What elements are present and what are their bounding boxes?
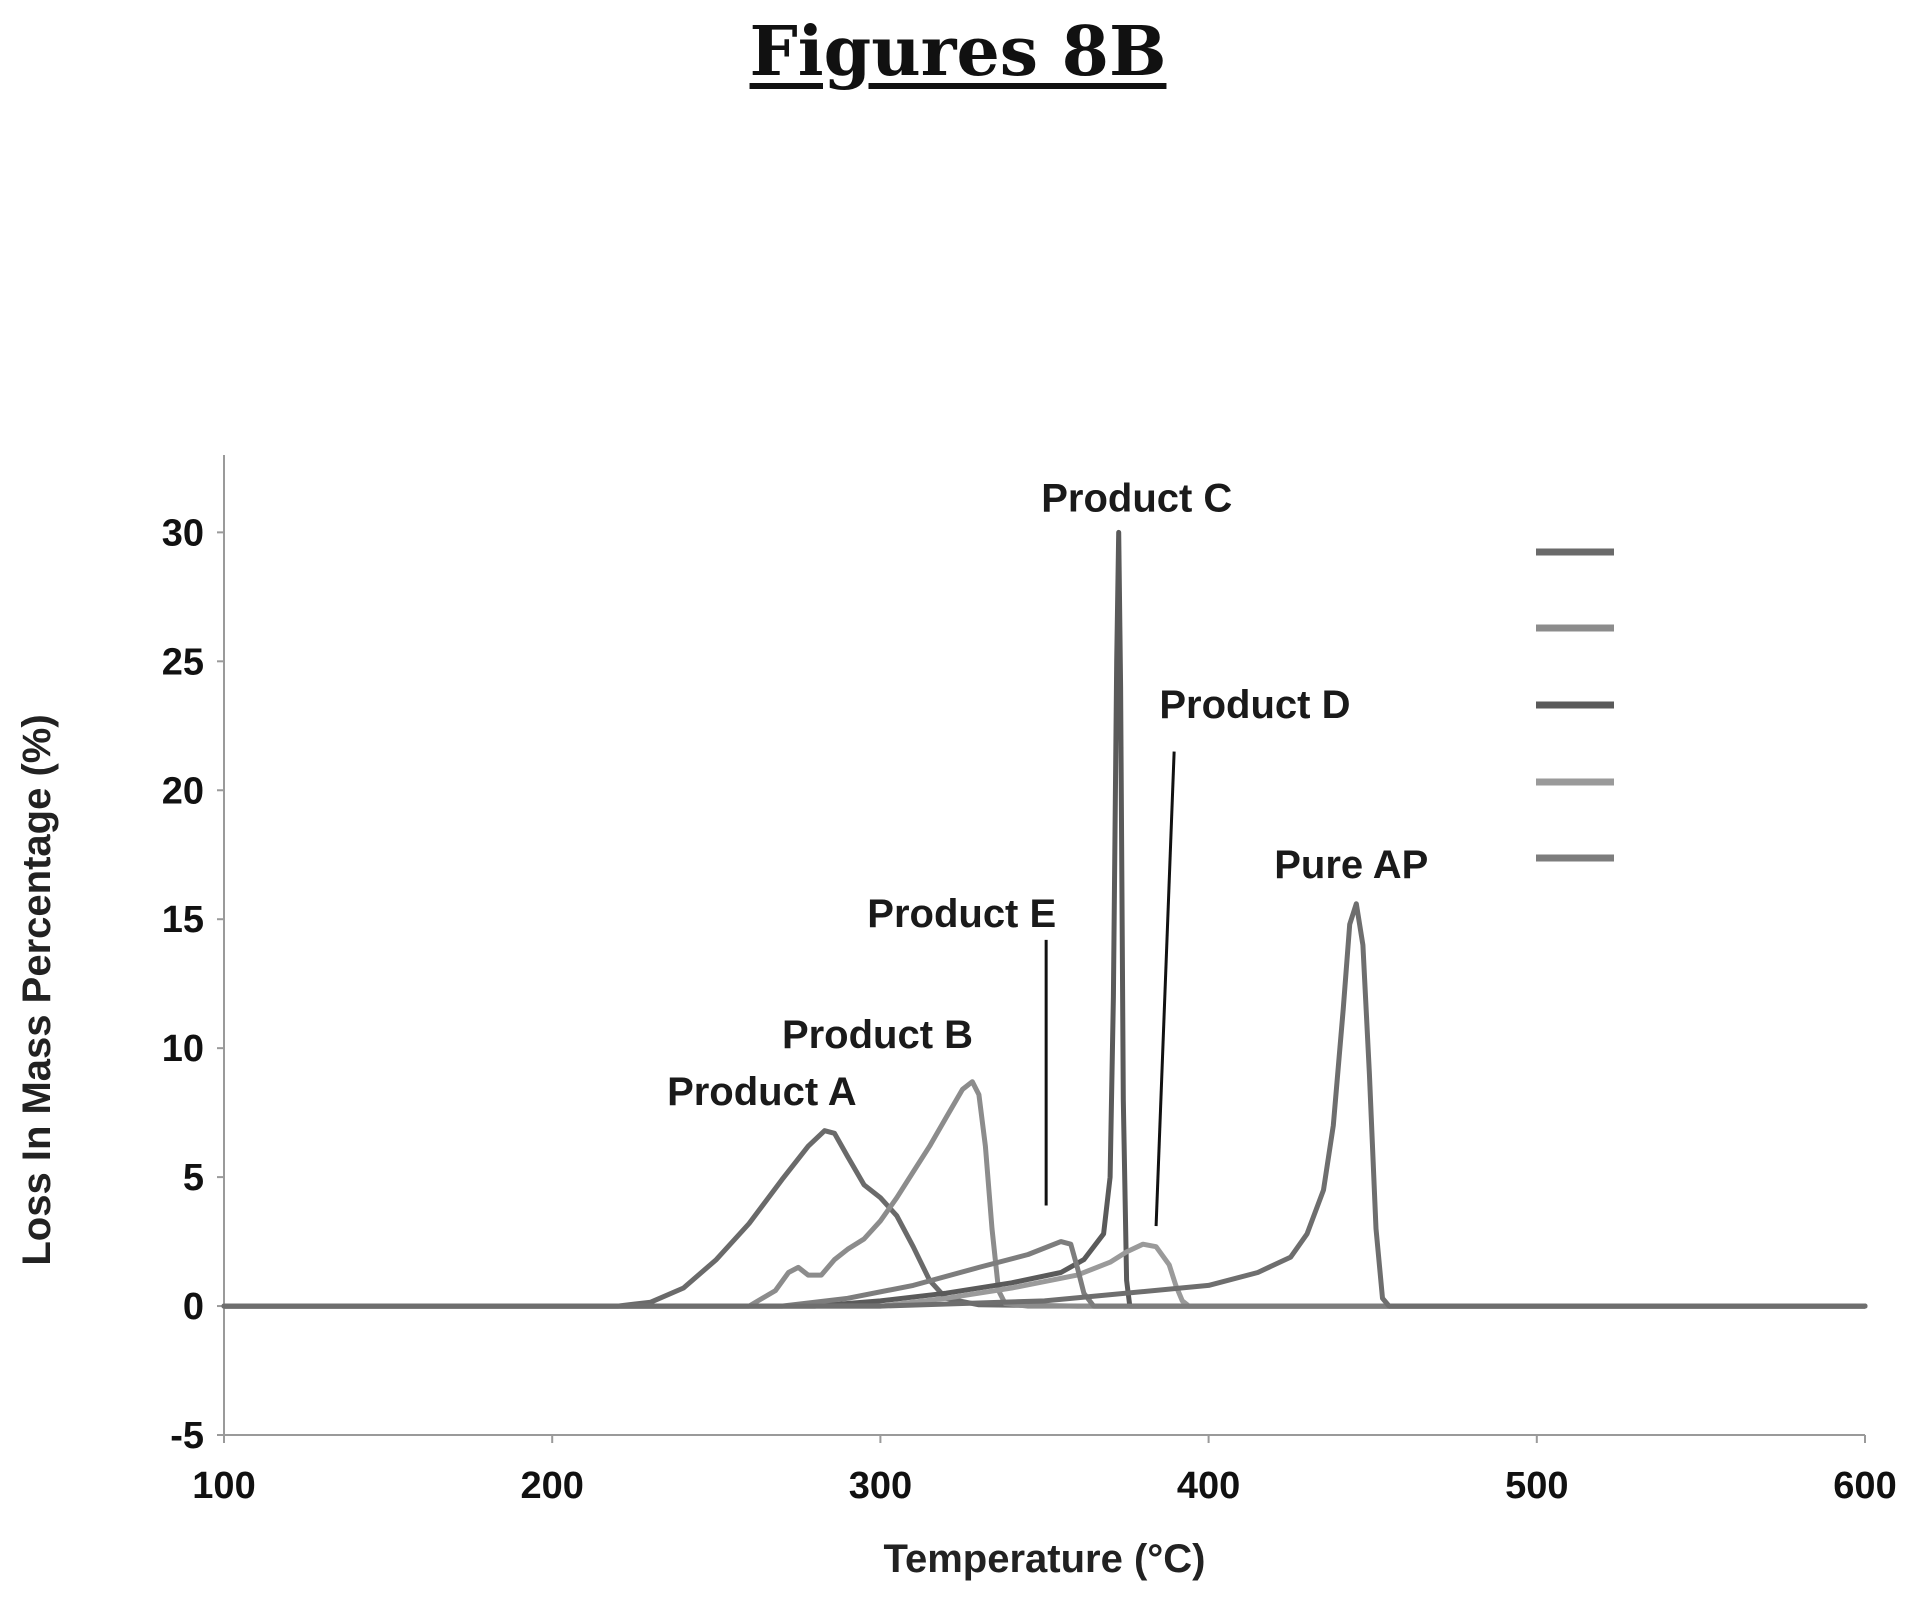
annotation-product-a: Product A [667, 1070, 857, 1114]
x-axis-label: Temperature (°C) [884, 1537, 1206, 1581]
series-line-pure-ap [221, 901, 1868, 1309]
series-line-product-b [221, 1079, 1868, 1309]
axes: -5 0 5 10 15 20 25 30 100 200 300 400 500 600 [162, 455, 1897, 1507]
x-tick-label: 200 [520, 1465, 583, 1507]
y-tick-label: 15 [162, 899, 204, 941]
series-lines [221, 529, 1868, 1309]
x-tick-label: 600 [1833, 1465, 1896, 1507]
y-axis-label: Loss In Mass Percentage (%) [15, 714, 59, 1265]
y-tick-label: -5 [170, 1415, 204, 1457]
annotation-product-e: Product E [867, 892, 1056, 936]
annotation-product-d: Product D [1159, 683, 1350, 727]
y-tick-label: 0 [183, 1286, 204, 1328]
y-tick-label: 5 [183, 1157, 204, 1199]
x-tick-label: 300 [849, 1465, 912, 1507]
y-tick-label: 10 [162, 1028, 204, 1070]
x-tick-label: 400 [1177, 1465, 1240, 1507]
y-tick-label: 20 [162, 770, 204, 812]
series-line-product-e [221, 1239, 1868, 1309]
x-tick-label: 100 [192, 1465, 255, 1507]
legend [1536, 548, 1614, 862]
y-tick-label: 25 [162, 641, 204, 683]
x-tick-label: 500 [1505, 1465, 1568, 1507]
figure-title: Figures 8B [749, 12, 1167, 92]
y-tick-label: 30 [162, 512, 204, 554]
annotation-pure-ap: Pure AP [1274, 843, 1428, 887]
series-line-product-c [221, 529, 1868, 1309]
annotation-product-c: Product C [1041, 477, 1232, 521]
leader-line-product-d [1154, 751, 1176, 1227]
annotation-product-b: Product B [782, 1013, 973, 1057]
annotations: Product A Product B Product E Product C Prod… [667, 477, 1428, 1227]
